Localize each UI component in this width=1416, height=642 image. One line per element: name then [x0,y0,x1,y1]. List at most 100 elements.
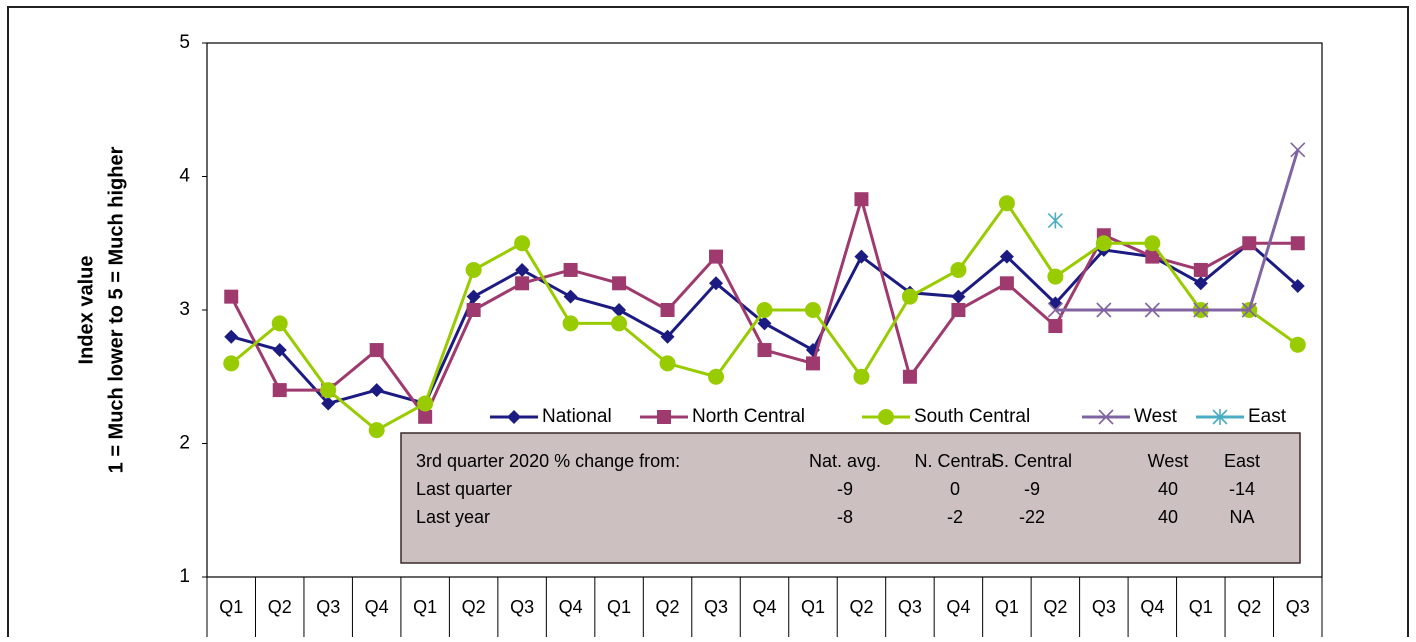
marker [1242,236,1257,251]
marker [1047,268,1064,285]
marker [1193,276,1208,291]
marker [757,316,772,331]
table-header: Nat. avg. [809,451,881,471]
x-tick-label: Q1 [413,597,437,617]
marker [515,276,530,291]
marker [466,289,481,304]
y-tick-label: 5 [179,32,190,53]
x-tick-label: Q4 [752,597,776,617]
legend-label: East [1248,406,1287,427]
marker [854,249,869,264]
y-axis-title: 1 = Much lower to 5 = Much higher [105,146,127,473]
marker [708,368,725,385]
marker [1144,235,1161,252]
table-cell: -14 [1229,479,1255,499]
legend-marker [507,410,521,424]
y-axis-title: Index value [75,256,97,365]
legend-label: National [542,406,612,427]
x-tick-label: Q3 [898,597,922,617]
marker [1289,336,1306,353]
table-cell: 0 [950,479,960,499]
x-tick-label: Q3 [1092,597,1116,617]
marker [224,329,239,344]
frame [7,6,1409,642]
legend-marker [878,409,894,425]
marker [901,288,918,305]
marker [1290,236,1305,251]
marker [660,303,675,317]
marker [562,315,579,332]
y-tick-label: 2 [179,433,190,454]
x-tick-label: Q4 [1140,597,1164,617]
table-header: 3rd quarter 2020 % change from: [416,451,680,471]
table-header: West [1148,451,1189,471]
series-line [1055,149,1300,312]
marker [1145,249,1160,264]
marker [1241,302,1257,318]
marker [999,249,1014,264]
marker [998,195,1015,212]
marker [1047,212,1063,229]
marker [272,343,287,358]
marker [951,289,966,304]
x-tick-label: Q1 [995,597,1019,617]
table-cell: 40 [1158,507,1178,527]
marker [1290,142,1306,158]
table-cell: -2 [947,507,963,527]
marker [1048,319,1063,334]
legend-label: West [1134,406,1178,427]
y-tick-label: 3 [179,299,190,320]
marker [563,289,578,304]
x-tick-label: Q1 [219,597,243,617]
marker [515,262,530,277]
x-tick-label: Q2 [1237,597,1261,617]
legend-marker [1212,409,1228,425]
marker [563,262,578,277]
table-cell: 40 [1158,479,1178,499]
marker [854,192,869,207]
x-tick-label: Q4 [365,597,389,617]
marker [902,369,917,384]
marker [1095,235,1112,252]
marker [271,315,288,332]
marker [465,261,482,278]
x-tick-label: Q4 [559,597,583,617]
marker [369,383,384,398]
marker [223,355,240,372]
table-header: N. Central [914,451,995,471]
marker [368,422,385,439]
x-tick-label: Q2 [462,597,486,617]
x-tick-label: Q3 [704,597,728,617]
marker [224,289,239,304]
x-tick-label: Q4 [946,597,970,617]
marker [999,276,1014,291]
x-tick-label: Q1 [607,597,631,617]
table-cell: -9 [1024,479,1040,499]
table-cell: Last year [416,507,490,527]
marker [804,302,821,318]
marker [757,343,772,358]
table-cell: -8 [837,507,853,527]
marker [709,249,724,264]
marker [1144,302,1160,318]
marker [709,276,724,291]
x-tick-label: Q3 [316,597,340,617]
marker [369,343,384,358]
marker [466,303,481,317]
marker [611,315,628,332]
table-cell: -22 [1019,507,1045,527]
marker [951,303,966,317]
marker [320,382,337,399]
marker [805,356,820,371]
marker [756,302,773,318]
legend-marker [1098,409,1114,425]
marker [1193,262,1208,277]
marker [418,409,433,424]
table-header: East [1224,451,1260,471]
y-tick-label: 1 [179,566,190,587]
x-tick-label: Q1 [801,597,825,617]
marker [272,383,287,398]
x-tick-label: Q3 [1286,597,1310,617]
marker [1047,302,1063,318]
